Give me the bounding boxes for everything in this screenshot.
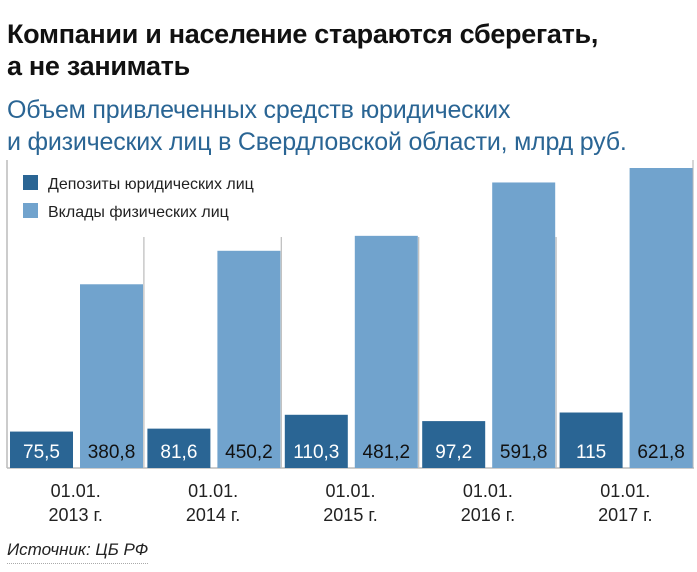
bar [147, 428, 211, 468]
data-label: 75,5 [23, 442, 60, 463]
data-label: 81,6 [160, 442, 197, 463]
x-tick-label: 01.01. [463, 481, 513, 501]
legend-label: Депозиты юридических лиц [48, 176, 254, 193]
bar [629, 168, 693, 468]
bar [492, 182, 556, 468]
bar [354, 235, 418, 468]
x-tick-label: 2014 г. [186, 505, 240, 525]
bar [10, 431, 73, 468]
source-note: Источник: ЦБ РФ [7, 540, 149, 564]
chart-title-line: Компании и население стараются сберегать… [7, 19, 599, 49]
chart-subtitle-line: Объем привлеченных средств юридических [7, 96, 511, 124]
x-tick-label: 2017 г. [598, 505, 652, 525]
legend-swatch [23, 175, 38, 190]
bar [559, 412, 623, 468]
x-tick-label: 2013 г. [48, 505, 102, 525]
data-label: 450,2 [225, 442, 273, 463]
x-tick-label: 2016 г. [461, 505, 515, 525]
x-tick-label: 01.01. [51, 481, 101, 501]
x-tick-label: 01.01. [600, 481, 650, 501]
bar [80, 284, 143, 468]
legend-swatch [23, 203, 38, 218]
data-label: 115 [576, 442, 606, 463]
x-tick-label: 01.01. [325, 481, 375, 501]
data-label: 591,8 [500, 442, 548, 463]
bar [284, 414, 348, 468]
x-tick-label: 01.01. [188, 481, 238, 501]
data-label: 481,2 [363, 442, 411, 463]
bar [217, 250, 281, 468]
data-label: 97,2 [435, 442, 472, 463]
chart-subtitle: Объем привлеченных средств юридических и… [7, 94, 627, 158]
data-label: 621,8 [637, 442, 685, 463]
data-label: 110,3 [293, 442, 339, 463]
bar [422, 421, 486, 468]
chart-title: Компании и население стараются сберегать… [7, 18, 598, 82]
x-tick-label: 2015 г. [323, 505, 377, 525]
data-label: 380,8 [88, 442, 136, 463]
chart-title-line: а не занимать [7, 51, 190, 81]
legend-label: Вклады физических лиц [48, 204, 229, 221]
chart-subtitle-line: и физических лиц в Свердловской области,… [7, 128, 627, 156]
